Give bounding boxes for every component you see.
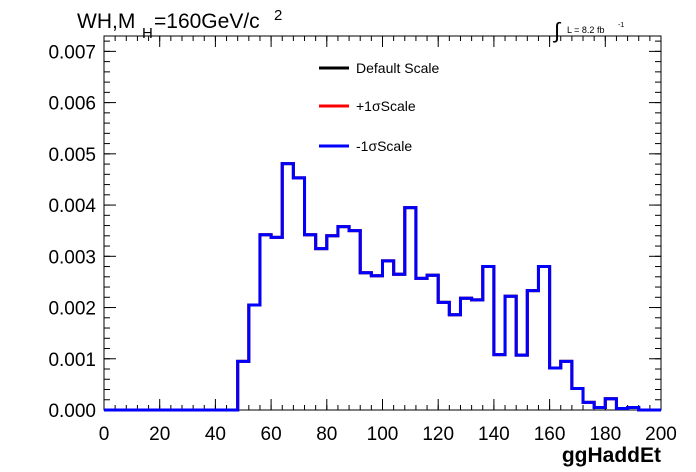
- legend-label: Default Scale: [356, 60, 439, 76]
- y-tick-label: 0.002: [48, 299, 96, 320]
- lumi-superscript: -1: [618, 22, 624, 29]
- series-line-3: [104, 162, 661, 412]
- title-main: WH,M: [77, 10, 135, 33]
- y-tick-label: 0.004: [48, 196, 96, 217]
- x-tick-label: 60: [261, 424, 282, 445]
- y-tick-label: 0.001: [48, 350, 96, 371]
- y-tick-label: 0.000: [48, 401, 96, 422]
- legend: Default Scale +1σScale -1σScale: [319, 60, 439, 154]
- integral-sign: ∫: [552, 18, 562, 43]
- y-axis: 0.000 0.001 0.002 0.003 0.004 0.005 0.006 0.007: [48, 40, 661, 422]
- series-line-2: [104, 162, 661, 412]
- x-tick-label: 140: [478, 424, 510, 445]
- legend-label: -1σScale: [356, 138, 412, 154]
- title-rest: =160GeV/c: [154, 10, 260, 33]
- chart-title: WH,M H =160GeV/c 2: [77, 7, 282, 42]
- x-axis-label: ggHaddEt: [562, 444, 661, 467]
- x-tick-label: 20: [149, 424, 170, 445]
- series-line-1: [104, 162, 661, 412]
- x-tick-label: 160: [534, 424, 566, 445]
- luminosity-label: ∫ L = 8.2 fb -1: [552, 18, 624, 43]
- x-tick-label: 80: [316, 424, 337, 445]
- plot-frame: [103, 35, 662, 411]
- x-tick-label: 180: [589, 424, 621, 445]
- title-superscript: 2: [274, 7, 282, 24]
- x-tick-label: 0: [99, 424, 110, 445]
- x-tick-label: 100: [367, 424, 399, 445]
- x-tick-label: 120: [422, 424, 454, 445]
- lumi-text: L = 8.2 fb: [567, 25, 604, 35]
- y-tick-label: 0.007: [48, 42, 96, 63]
- series-layer: [104, 162, 661, 412]
- title-subscript: H: [142, 25, 153, 42]
- y-tick-label: 0.003: [48, 247, 96, 268]
- y-tick-label: 0.006: [48, 94, 96, 115]
- x-axis: 0 20 40 60 80 100 120 140 160 180 200: [99, 36, 677, 445]
- x-tick-label: 200: [645, 424, 677, 445]
- legend-label: +1σScale: [356, 98, 416, 114]
- x-tick-label: 40: [205, 424, 226, 445]
- y-tick-label: 0.005: [48, 145, 96, 166]
